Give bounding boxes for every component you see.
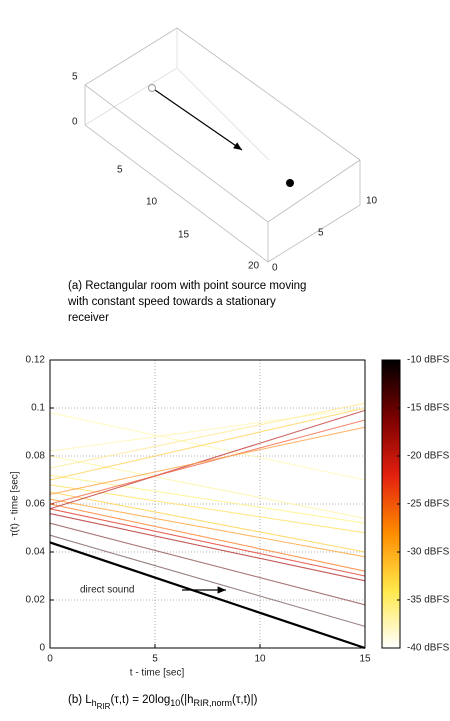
colorbar-tick-label: -10 dBFS bbox=[407, 355, 450, 366]
plot-area bbox=[50, 360, 365, 648]
y-tick-label: 0 bbox=[272, 263, 278, 274]
reflection-line bbox=[49, 407, 366, 481]
colorbar-tick-label: -30 dBFS bbox=[407, 547, 450, 558]
x-tick-label: 15 bbox=[178, 230, 190, 241]
colorbar-tick-label: -35 dBFS bbox=[407, 595, 450, 606]
reflection-line bbox=[49, 508, 366, 577]
colorbar-tick-label: -15 dBFS bbox=[407, 403, 450, 414]
y-tick-label: 0.02 bbox=[26, 595, 46, 606]
x-tick-label: 15 bbox=[359, 654, 371, 665]
reflection-line bbox=[49, 412, 366, 481]
room-box bbox=[84, 27, 361, 263]
hidden-edges bbox=[84, 28, 270, 161]
decay-panel: 0 0.02 0.04 0.06 0.08 0.1 0.12 0 5 10 15 -10 dBFS -1… bbox=[26, 355, 450, 665]
reflection-line bbox=[49, 491, 366, 553]
caption: (a) Rectangular room with point source m… bbox=[68, 280, 306, 292]
caption-part: RIR,norm bbox=[194, 698, 233, 708]
x-axis-label: t - time [sec] bbox=[130, 668, 185, 679]
y-tick-label: 0 bbox=[39, 643, 45, 654]
caption-part: h bbox=[92, 698, 97, 708]
x-tick-label: 10 bbox=[146, 197, 158, 208]
reflection-line bbox=[49, 455, 366, 519]
reflection-line bbox=[49, 522, 366, 606]
reflection-line bbox=[49, 498, 366, 558]
reflection-line bbox=[49, 534, 366, 627]
reflection-line bbox=[49, 419, 366, 505]
x-tick-label: 0 bbox=[47, 654, 53, 665]
reflection-line bbox=[49, 503, 366, 572]
caption: receiver bbox=[68, 312, 109, 324]
colorbar-tick-label: -25 dBFS bbox=[407, 499, 450, 510]
caption-part: (b) L bbox=[68, 694, 92, 706]
reflection-line bbox=[49, 407, 366, 452]
x-tick-label: 20 bbox=[248, 261, 260, 272]
x-tick-label: 5 bbox=[152, 654, 158, 665]
colorbar-tick-label: -40 dBFS bbox=[407, 643, 450, 654]
caption-part: (τ,t)|) bbox=[232, 694, 258, 706]
annotation: direct sound bbox=[80, 585, 134, 596]
reflection-line bbox=[49, 402, 366, 469]
y-tick-label: 10 bbox=[366, 196, 378, 207]
y-tick-label: 0.1 bbox=[31, 403, 45, 414]
caption-part: (|h bbox=[180, 694, 193, 706]
z-tick-label: 0 bbox=[72, 117, 78, 128]
x-tick-label: 10 bbox=[254, 654, 266, 665]
x-tick-label: 5 bbox=[117, 165, 123, 176]
y-axis-label: τ(t) - time [sec] bbox=[10, 471, 21, 536]
source bbox=[148, 84, 156, 92]
caption: with constant speed towards a stationary bbox=[67, 296, 276, 308]
reflection-line bbox=[49, 513, 366, 582]
y-tick-label: 0.08 bbox=[26, 451, 46, 462]
receiver bbox=[286, 179, 294, 187]
y-tick-label: 0.04 bbox=[26, 547, 46, 558]
caption: (b) LhRIR(τ,t) = 20log10(|hRIR,norm(τ,t)… bbox=[68, 694, 258, 711]
caption-part: RIR bbox=[97, 702, 111, 711]
caption-part: (τ,t) = 20log bbox=[110, 694, 170, 706]
room-panel: 5 0 5 10 15 20 0 5 10 (a) Rectangular ro… bbox=[67, 27, 378, 324]
y-tick-label: 0.06 bbox=[26, 499, 46, 510]
y-tick-label: 5 bbox=[318, 228, 324, 239]
y-tick-label: 0.12 bbox=[26, 355, 46, 366]
plot-frame bbox=[49, 359, 366, 649]
reflection-line bbox=[49, 426, 366, 495]
caption-part: 10 bbox=[170, 698, 180, 708]
colorbar-tick-label: -20 dBFS bbox=[407, 451, 450, 462]
direct-sound-line bbox=[49, 541, 366, 650]
z-tick-label: 5 bbox=[72, 72, 78, 83]
reflection-line bbox=[49, 409, 366, 510]
source-path bbox=[154, 89, 243, 151]
